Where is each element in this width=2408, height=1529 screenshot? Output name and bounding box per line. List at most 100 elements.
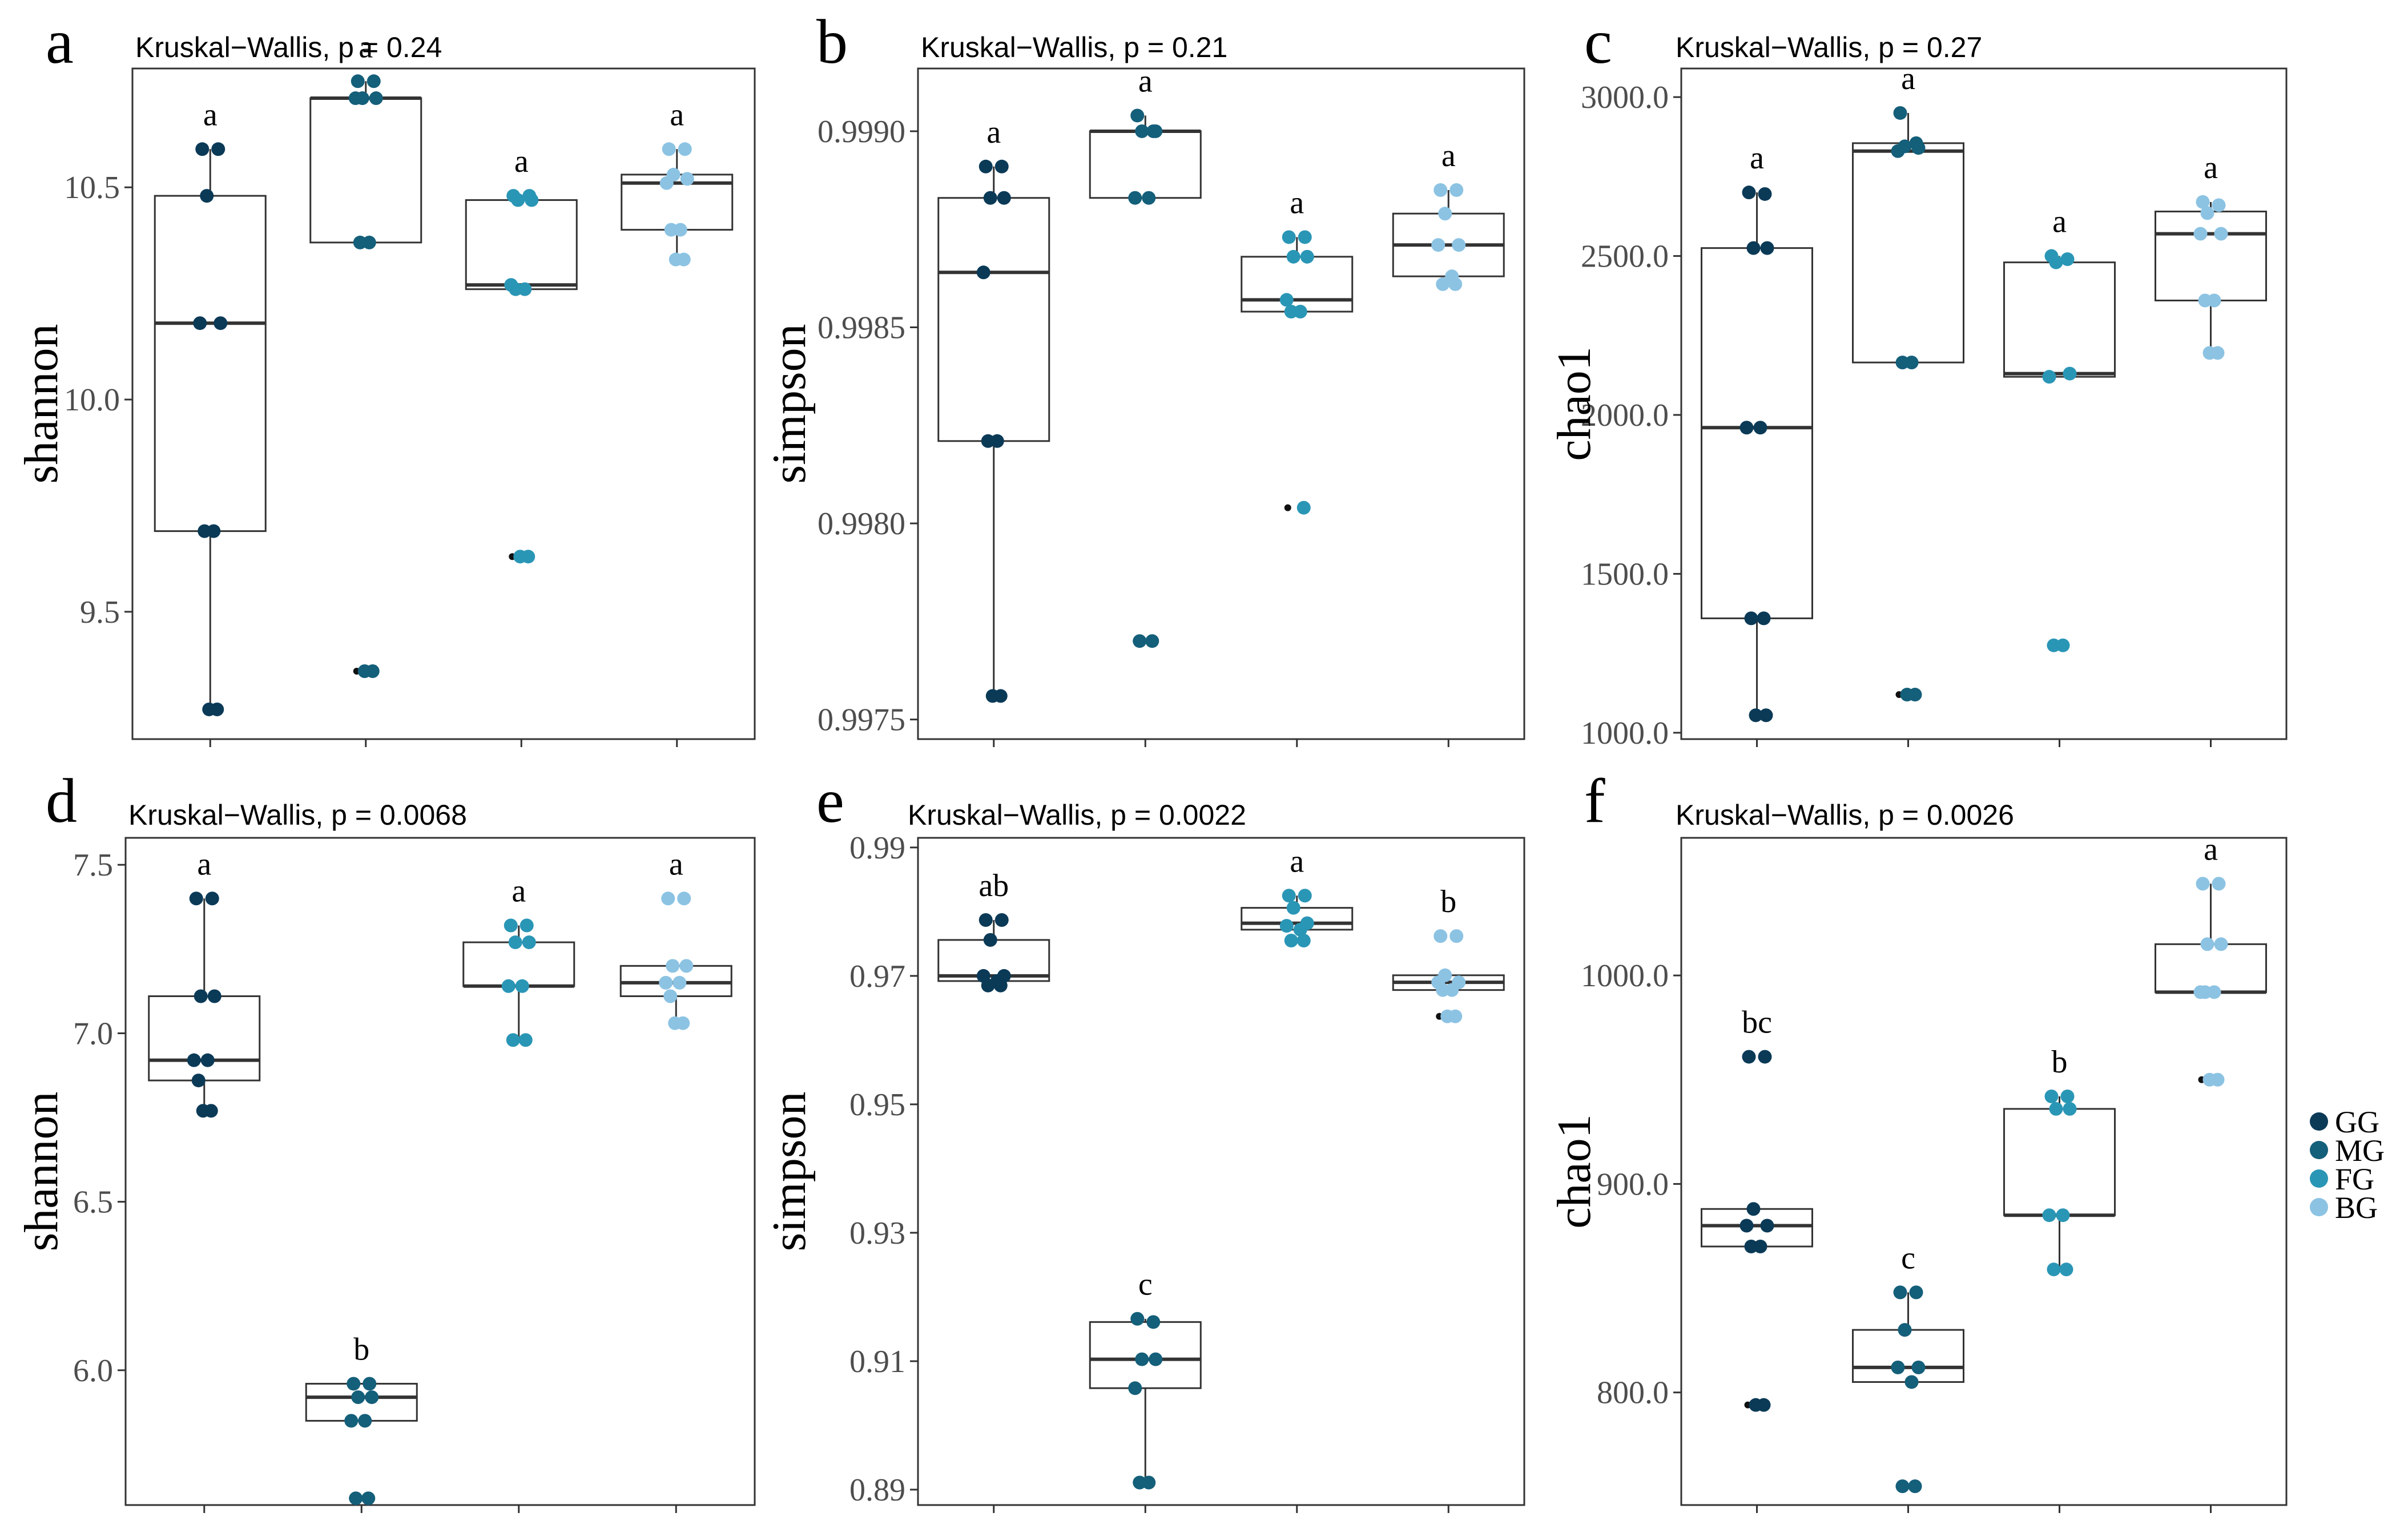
data-point	[679, 959, 693, 973]
data-point	[351, 74, 365, 88]
box	[939, 198, 1049, 441]
data-point	[1912, 1361, 1926, 1374]
y-tick-label: 9.5	[80, 595, 120, 630]
significance-letter: ab	[978, 868, 1009, 903]
data-point	[665, 223, 678, 237]
data-point	[511, 193, 525, 207]
y-tick-label: 6.0	[73, 1353, 113, 1389]
data-point	[2214, 937, 2228, 951]
data-point	[2049, 256, 2063, 269]
data-point	[1128, 1381, 1142, 1395]
data-point	[190, 891, 203, 905]
plot-frame	[918, 838, 1524, 1505]
group-BG: a	[2156, 150, 2266, 747]
group-MG: a	[311, 29, 421, 747]
box	[2156, 944, 2266, 992]
significance-letter: a	[1750, 140, 1764, 176]
significance-letter: a	[1290, 844, 1304, 879]
data-point	[2047, 1262, 2061, 1276]
data-point	[1740, 421, 1754, 434]
data-point	[977, 265, 990, 279]
data-point	[509, 283, 522, 296]
significance-letter: a	[359, 29, 373, 64]
data-point	[979, 160, 993, 174]
data-point	[1747, 1202, 1761, 1216]
data-point	[997, 191, 1011, 205]
box	[155, 196, 265, 531]
data-point	[2201, 206, 2214, 220]
y-tick-label: 2500.0	[1581, 239, 1669, 275]
data-point	[1908, 1479, 1922, 1493]
data-point	[1297, 934, 1311, 947]
data-point	[1280, 919, 1294, 933]
significance-letter: c	[1901, 1240, 1915, 1276]
data-point	[1149, 1353, 1162, 1366]
data-point	[1448, 277, 1462, 291]
group-MG: c	[1090, 1267, 1201, 1513]
data-point	[367, 74, 381, 88]
panel-letter: d	[46, 766, 77, 836]
y-tick-label: 0.97	[849, 959, 905, 994]
data-point	[506, 1033, 520, 1047]
y-tick-label: 10.0	[64, 382, 120, 418]
data-point	[361, 1491, 375, 1505]
significance-letter: a	[197, 846, 211, 882]
group-GG: bc	[1702, 1005, 1813, 1513]
data-point	[344, 1414, 358, 1427]
data-point	[663, 989, 677, 1003]
group-GG: a	[149, 846, 260, 1513]
panel-f: f Kruskal−Wallis, p = 0.0026800.0900.0100…	[1548, 766, 2286, 1513]
data-point	[1284, 305, 1298, 318]
data-point	[669, 253, 683, 267]
panel-e: e Kruskal−Wallis, p = 0.0022 0.89 0.91 0.93 0…	[763, 766, 1524, 1513]
data-point	[2060, 1262, 2073, 1276]
data-point	[2047, 639, 2061, 652]
data-point	[1130, 1312, 1144, 1326]
data-point	[2198, 294, 2212, 308]
significance-letter: b	[353, 1332, 369, 1367]
data-point	[1436, 277, 1449, 291]
test-title: Kruskal−Wallis, p = 0.0068	[128, 799, 467, 831]
data-point	[2198, 985, 2212, 999]
group-MG: a	[1090, 63, 1201, 747]
group-GG: a	[155, 97, 265, 747]
data-point	[1449, 929, 1463, 943]
data-point	[995, 913, 1009, 927]
plot-frame	[1681, 838, 2286, 1505]
y-tick-label: 0.9985	[818, 310, 905, 346]
significance-letter: a	[1290, 185, 1304, 220]
data-point	[1145, 634, 1159, 648]
data-point	[1433, 929, 1447, 943]
significance-letter: a	[986, 115, 1001, 150]
panel-letter: b	[816, 7, 848, 76]
data-point	[1287, 901, 1300, 915]
test-title: Kruskal−Wallis, p = 0.24	[135, 31, 442, 63]
data-point	[981, 434, 995, 448]
data-point	[677, 891, 691, 905]
data-point	[666, 959, 679, 973]
legend-swatch	[2310, 1112, 2328, 1131]
data-point	[358, 1414, 372, 1427]
data-point	[668, 1016, 682, 1030]
y-tick-label: 0.89	[849, 1472, 905, 1508]
data-point	[192, 1074, 206, 1087]
significance-letter: a	[514, 144, 529, 179]
data-point	[1758, 1050, 1772, 1064]
data-point	[1146, 1315, 1160, 1329]
data-point	[1761, 241, 1774, 255]
y-tick-label: 3000.0	[1581, 80, 1669, 115]
data-point	[1891, 1361, 1905, 1374]
data-point	[1287, 250, 1300, 264]
group-BG: b	[1393, 884, 1504, 1513]
y-tick-label: 7.5	[73, 848, 113, 883]
legend-swatch	[2310, 1141, 2328, 1159]
group-FG: a	[1242, 185, 1352, 747]
group-FG: a	[464, 874, 574, 1513]
data-point	[2056, 1208, 2070, 1222]
data-point	[659, 976, 673, 990]
data-point	[1282, 230, 1296, 244]
box	[466, 200, 577, 289]
significance-letter: a	[1901, 61, 1915, 96]
y-axis-label: simpson	[763, 1091, 816, 1251]
data-point	[1142, 191, 1155, 205]
